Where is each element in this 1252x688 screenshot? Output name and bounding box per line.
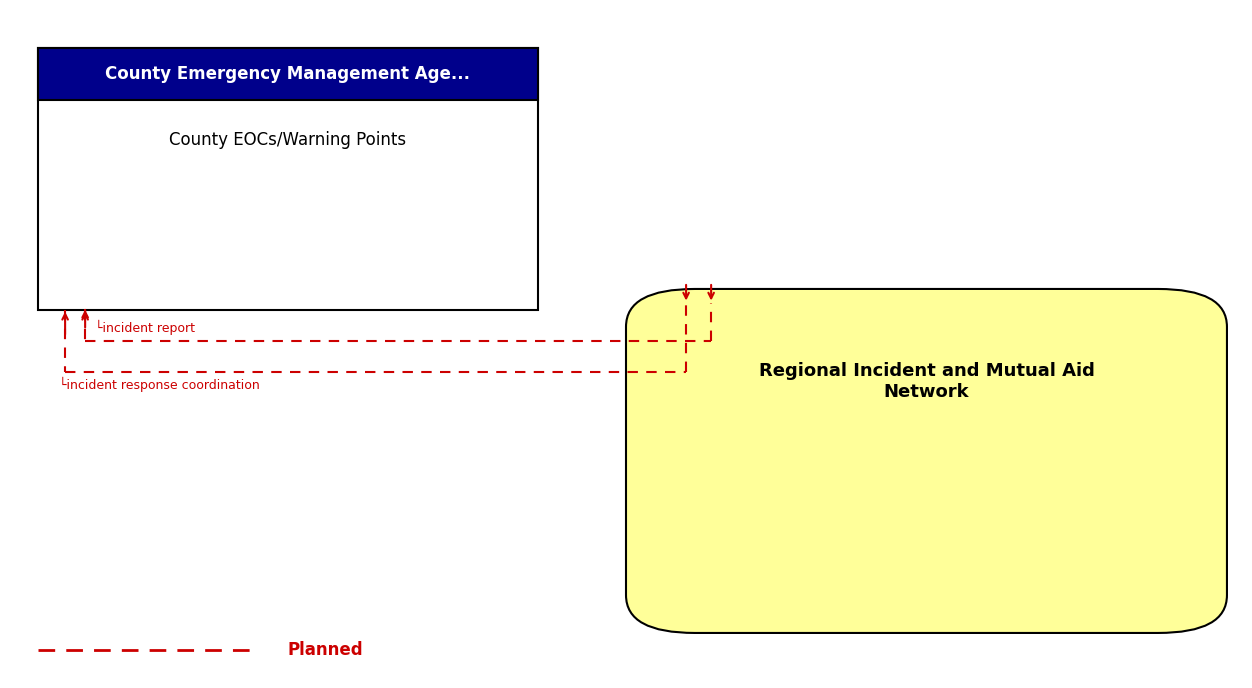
Text: └incident response coordination: └incident response coordination [59,377,259,392]
Text: Planned: Planned [288,641,363,659]
Text: └incident report: └incident report [95,320,195,335]
Text: County Emergency Management Age...: County Emergency Management Age... [105,65,471,83]
Text: County EOCs/Warning Points: County EOCs/Warning Points [169,131,407,149]
FancyBboxPatch shape [626,289,1227,633]
FancyBboxPatch shape [38,48,538,100]
Text: Regional Incident and Mutual Aid
Network: Regional Incident and Mutual Aid Network [759,363,1094,401]
FancyBboxPatch shape [38,48,538,310]
